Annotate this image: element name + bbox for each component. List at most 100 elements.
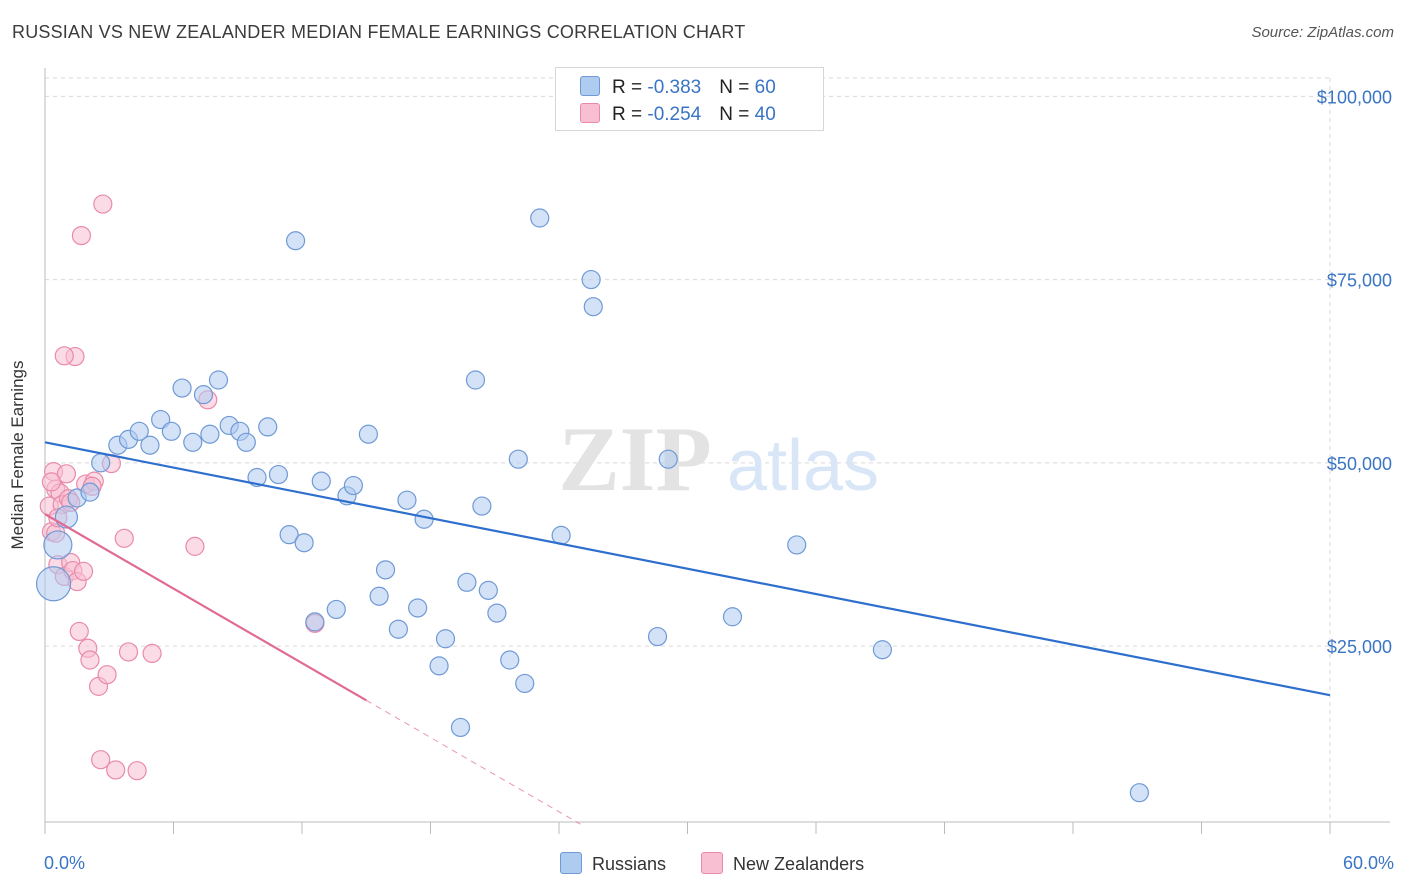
legend-label: New Zealanders (733, 854, 865, 874)
new-zealanders-point (185, 536, 205, 556)
n-label: N = (719, 77, 755, 98)
y-axis-label: Median Female Earnings (8, 360, 27, 550)
new-zealanders-point (114, 528, 134, 548)
russians-point (872, 640, 892, 660)
r-value: -0.383 (647, 77, 702, 98)
russians-point (487, 603, 507, 623)
russians-point (268, 464, 289, 485)
russians-legend-swatch (560, 852, 582, 874)
russians-point (200, 424, 220, 444)
russians-point (140, 435, 160, 455)
new-zealanders-point (142, 643, 162, 664)
new-zealanders-point (106, 760, 126, 780)
n-label: N = (719, 104, 755, 125)
russians-point (515, 673, 535, 694)
watermark-zip: ZIP (558, 408, 711, 510)
series-legend: Russians New Zealanders (560, 852, 894, 875)
russians-point (722, 607, 743, 627)
russians-point (358, 424, 378, 444)
russians-point (236, 432, 256, 452)
russians-point (388, 619, 408, 639)
new-zealanders-point (97, 665, 117, 685)
stats-row-new-zealanders: R = -0.254 N = 40 (580, 103, 776, 126)
russians-point (408, 598, 428, 618)
russians-point (457, 572, 477, 592)
n-value: 60 (754, 77, 776, 98)
russians-point (43, 530, 73, 560)
r-label: R = (612, 77, 648, 98)
russians-point (465, 370, 486, 390)
legend-item-new-zealanders[interactable]: New Zealanders (701, 852, 864, 875)
russians-point (183, 432, 203, 452)
stats-row-russians: R = -0.383 N = 60 (580, 76, 776, 99)
r-value: -0.254 (647, 104, 702, 125)
watermark-atlas: atlas (727, 426, 879, 506)
russians-point (208, 370, 229, 390)
y-tick-label: $25,000 (1327, 637, 1392, 657)
new-zealanders-point (41, 472, 62, 492)
russians-point (258, 417, 278, 437)
russians-point (279, 525, 299, 545)
russians-point (429, 656, 449, 676)
russians-point (508, 449, 528, 469)
russians-point (305, 612, 325, 632)
new-zealanders-point (56, 464, 77, 484)
russians-point (583, 297, 603, 317)
new-zealanders-swatch (580, 103, 600, 123)
new-zealanders-legend-swatch (701, 852, 724, 874)
russians-point (129, 421, 149, 441)
russians-point (658, 449, 678, 469)
russians-point (530, 208, 550, 228)
stats-legend: R = -0.383 N = 60 R = -0.254 N = 40 (555, 67, 824, 131)
new-zealanders-point (80, 650, 100, 670)
new-zealanders-point (118, 642, 139, 662)
russians-point (193, 385, 214, 405)
russians-point (369, 586, 389, 606)
new-zealanders-point (69, 621, 89, 642)
source-credit: Source: ZipAtlas.com (1251, 24, 1394, 41)
new-zealanders-trend-line (44, 513, 367, 702)
new-zealanders-trend-extension (365, 699, 581, 825)
watermark: ZIP atlas (558, 408, 879, 510)
new-zealanders-point (71, 225, 92, 246)
russians-point (91, 453, 111, 473)
russians-swatch (580, 76, 600, 96)
russians-point (500, 650, 520, 670)
legend-label: Russians (592, 854, 667, 874)
russians-point (35, 566, 72, 602)
y-tick-label: $75,000 (1327, 271, 1392, 291)
russians-point (435, 629, 456, 649)
russians-point (787, 535, 807, 555)
russians-point (478, 580, 498, 600)
russians-point (326, 599, 346, 620)
y-tick-label: $100,000 (1317, 87, 1392, 107)
russians-point (1129, 783, 1149, 803)
r-label: R = (612, 104, 648, 125)
russians-point (311, 471, 331, 491)
russians-point (161, 421, 181, 441)
russians-point (647, 626, 668, 647)
russians-points (35, 208, 1149, 803)
chart-title: RUSSIAN VS NEW ZEALANDER MEDIAN FEMALE E… (12, 22, 746, 42)
russians-point (294, 533, 314, 553)
x-tick-label-min: 0.0% (44, 853, 86, 873)
n-value: 40 (754, 104, 776, 125)
legend-item-russians[interactable]: Russians (560, 852, 666, 875)
new-zealanders-point (91, 750, 111, 770)
russians-trend-line (44, 441, 1331, 697)
y-tick-labels: $25,000 $50,000 $75,000 $100,000 (1317, 87, 1392, 657)
russians-point (375, 560, 396, 580)
x-tick-label-max: 60.0% (1342, 853, 1394, 873)
axes (44, 68, 1390, 834)
russians-point (472, 496, 492, 516)
russians-point (172, 378, 192, 398)
russians-point (581, 269, 601, 290)
new-zealanders-point (73, 561, 94, 581)
new-zealanders-point (54, 346, 74, 366)
russians-point (247, 467, 267, 488)
new-zealanders-point (93, 194, 113, 214)
russians-point (450, 717, 471, 738)
y-tick-label: $50,000 (1327, 454, 1392, 474)
russians-point (397, 490, 417, 510)
trend-lines (44, 441, 1331, 825)
